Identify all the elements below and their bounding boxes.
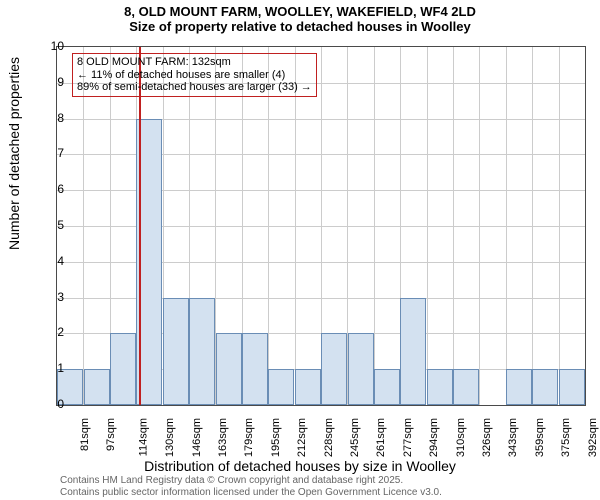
gridline-v xyxy=(532,47,533,405)
histogram-bar xyxy=(559,369,585,405)
x-tick-label: 114sqm xyxy=(137,418,149,456)
plot-area: 8 OLD MOUNT FARM: 132sqm ← 11% of detach… xyxy=(56,46,586,406)
highlight-annotation: 8 OLD MOUNT FARM: 132sqm ← 11% of detach… xyxy=(72,53,317,97)
histogram-bar xyxy=(268,369,294,405)
x-tick-label: 326sqm xyxy=(481,418,493,457)
x-tick-label: 179sqm xyxy=(244,418,256,457)
x-tick-label: 392sqm xyxy=(587,418,599,457)
annotation-line-3: 89% of semi-detached houses are larger (… xyxy=(77,81,312,94)
x-tick-label: 375sqm xyxy=(560,418,572,457)
y-tick-label: 9 xyxy=(44,75,64,89)
y-tick-label: 4 xyxy=(44,254,64,268)
footer-credits: Contains HM Land Registry data © Crown c… xyxy=(60,475,442,498)
histogram-bar xyxy=(189,298,215,405)
x-tick-label: 146sqm xyxy=(191,418,203,457)
histogram-bar xyxy=(321,333,347,405)
histogram-bar xyxy=(163,298,189,405)
y-tick-label: 10 xyxy=(44,39,64,53)
histogram-bar xyxy=(427,369,453,405)
gridline-v xyxy=(479,47,480,405)
y-tick-label: 3 xyxy=(44,290,64,304)
y-tick-label: 1 xyxy=(44,361,64,375)
x-tick-label: 261sqm xyxy=(376,418,388,457)
gridline-v xyxy=(374,47,375,405)
gridline-v xyxy=(427,47,428,405)
gridline-v xyxy=(295,47,296,405)
footer-line-1: Contains HM Land Registry data © Crown c… xyxy=(60,475,442,487)
annotation-line-1: 8 OLD MOUNT FARM: 132sqm xyxy=(77,56,312,69)
chart-container: 8, OLD MOUNT FARM, WOOLLEY, WAKEFIELD, W… xyxy=(0,0,600,500)
x-axis-label: Distribution of detached houses by size … xyxy=(0,458,600,474)
y-tick-label: 5 xyxy=(44,218,64,232)
histogram-bar xyxy=(348,333,374,405)
histogram-bar xyxy=(242,333,268,405)
x-tick-label: 130sqm xyxy=(164,418,176,457)
highlight-line xyxy=(139,47,141,405)
x-tick-label: 245sqm xyxy=(349,418,361,457)
histogram-bar xyxy=(453,369,479,405)
title-line-1: 8, OLD MOUNT FARM, WOOLLEY, WAKEFIELD, W… xyxy=(0,4,600,19)
gridline-v xyxy=(268,47,269,405)
histogram-bar xyxy=(84,369,110,405)
annotation-line-2: ← 11% of detached houses are smaller (4) xyxy=(77,69,312,82)
footer-line-2: Contains public sector information licen… xyxy=(60,487,442,499)
x-tick-label: 212sqm xyxy=(296,418,308,457)
x-tick-label: 343sqm xyxy=(508,418,520,457)
x-tick-label: 228sqm xyxy=(323,418,335,457)
x-tick-label: 81sqm xyxy=(79,418,91,451)
chart-title: 8, OLD MOUNT FARM, WOOLLEY, WAKEFIELD, W… xyxy=(0,4,600,34)
title-line-2: Size of property relative to detached ho… xyxy=(0,19,600,34)
histogram-bar xyxy=(295,369,321,405)
histogram-bar xyxy=(216,333,242,405)
x-tick-label: 97sqm xyxy=(105,418,117,451)
gridline-v xyxy=(83,47,84,405)
x-tick-label: 310sqm xyxy=(455,418,467,457)
x-tick-label: 195sqm xyxy=(270,418,282,457)
histogram-bar xyxy=(532,369,558,405)
histogram-bar xyxy=(374,369,400,405)
y-tick-label: 6 xyxy=(44,182,64,196)
histogram-bar xyxy=(506,369,532,405)
y-tick-label: 2 xyxy=(44,325,64,339)
y-tick-label: 8 xyxy=(44,111,64,125)
x-tick-label: 294sqm xyxy=(428,418,440,457)
x-tick-label: 277sqm xyxy=(402,418,414,457)
y-tick-label: 7 xyxy=(44,146,64,160)
histogram-bar xyxy=(110,333,136,405)
y-tick-label: 0 xyxy=(44,397,64,411)
gridline-v xyxy=(453,47,454,405)
x-tick-label: 359sqm xyxy=(534,418,546,457)
histogram-bar xyxy=(400,298,426,405)
gridline-v xyxy=(559,47,560,405)
gridline-v xyxy=(506,47,507,405)
x-tick-label: 163sqm xyxy=(217,418,229,457)
y-axis-label: Number of detached properties xyxy=(6,57,22,250)
